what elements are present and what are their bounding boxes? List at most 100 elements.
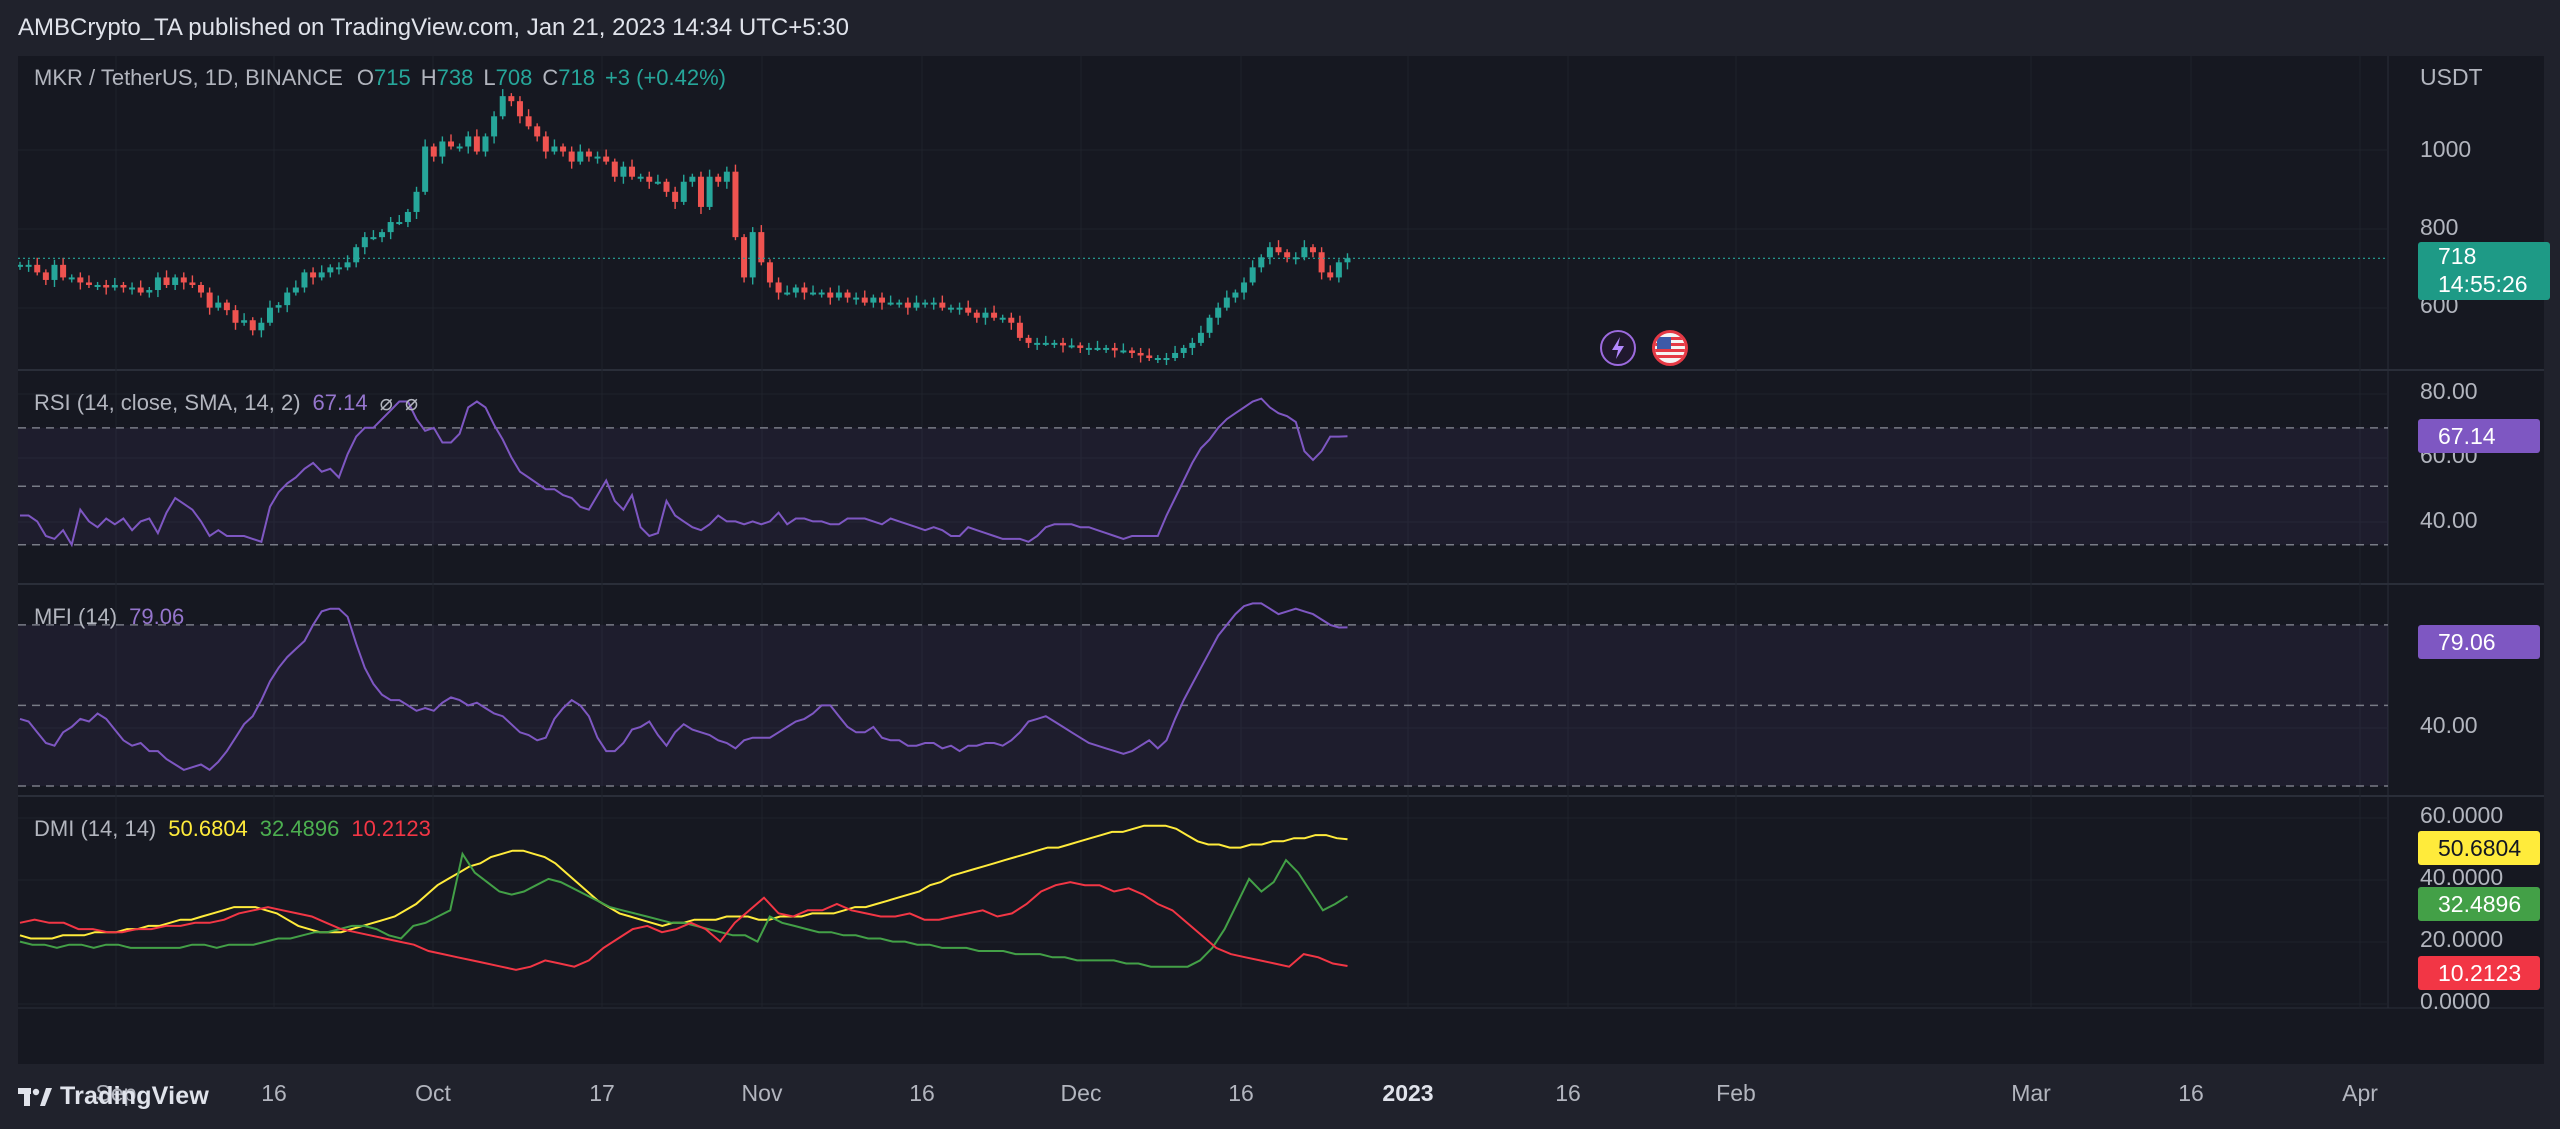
candle-body [1327,272,1334,278]
candle-body [551,146,558,152]
candle-body [680,181,687,202]
candle-body [1301,247,1308,258]
candle-body [275,305,282,308]
dmi-tick: 60.0000 [2420,802,2504,828]
candle-body [1258,257,1265,268]
candle-body [1241,282,1248,293]
candle-body [180,277,187,283]
candle-body [1310,247,1316,253]
hide-icon[interactable]: ⌀ [404,390,419,415]
candle-body [1275,247,1282,253]
candle-body [1163,358,1170,360]
candle-body [465,136,472,147]
close-label: C [542,65,559,90]
candle-body [516,101,523,117]
chart-svg[interactable] [18,56,2544,1064]
candle-body [663,181,670,192]
candle-body [904,302,911,308]
x-axis-label: Nov [741,1080,783,1106]
x-axis-label: 16 [1228,1080,1254,1106]
candle-body [249,320,256,331]
plus-di-value: 32.4896 [259,816,340,841]
rsi-title[interactable]: RSI (14, close, SMA, 14, 2) [34,390,301,415]
candle-body [947,307,954,310]
candle-body [1249,267,1256,283]
mfi-legend: MFI (14) 79.06 [34,604,184,630]
candle-body [1025,337,1032,343]
currency-label: USDT [2420,64,2483,90]
candle-body [439,141,446,157]
adx-value: 50.6804 [168,816,248,841]
dmi-title[interactable]: DMI (14, 14) [34,816,157,841]
candle-body [792,287,799,293]
candle-body [1215,307,1222,318]
candle-body [844,292,851,298]
candle-body [448,141,454,147]
tradingview-wordmark: TradingView [60,1082,210,1110]
candle-body [1111,347,1118,351]
tradingview-logo[interactable]: TradingView [18,1082,209,1111]
candle-body [1034,342,1041,345]
candle-body [930,302,937,305]
x-axis-label: 2023 [1382,1080,1434,1106]
candle-body [603,156,610,162]
candle-body [1120,350,1127,353]
candle-body [1094,347,1101,350]
rsi-line [20,397,1348,548]
candle-body [585,151,592,157]
candle-body [413,191,420,212]
close-value: 718 [558,65,595,90]
candle-body [430,146,437,157]
candle-body [1197,332,1204,343]
x-axis-label: 16 [1555,1080,1581,1106]
candle-body [284,292,291,306]
minus-di-value-tag: 10.2123 [2418,956,2540,990]
candle-body [51,264,58,280]
candle-body [827,292,834,298]
candle-body [646,176,653,182]
candle-body [154,277,161,291]
candle-body [103,284,110,288]
candle-body [335,267,342,270]
candle-body [292,287,299,293]
x-axis-label: Feb [1716,1080,1756,1106]
candle-body [818,292,825,295]
flash-event-icon[interactable] [1600,330,1636,366]
candle-body [310,272,317,278]
candle-body [379,232,386,238]
dmi-tick: 20.0000 [2420,926,2504,952]
candle-body [870,297,877,303]
candle-body [672,191,679,202]
candle-body [861,297,868,303]
candle-body [258,322,265,331]
x-axis-label: 16 [261,1080,287,1106]
open-value: 715 [374,65,411,90]
footer-bar: TradingView [0,1064,2560,1129]
mfi-title[interactable]: MFI (14) [34,604,118,629]
high-value: 738 [436,65,474,90]
candle-body [766,262,773,283]
candle-body [534,126,541,137]
candle-body [68,277,75,280]
candle-body [1085,347,1092,350]
hide-icon[interactable]: ⌀ [379,390,393,415]
candle-body [473,136,480,152]
dmi-legend: DMI (14, 14) 50.6804 32.4896 10.2123 [34,816,431,842]
candle-body [1103,347,1110,350]
price-legend: MKR / TetherUS, 1D, BINANCE O 715 H 738 … [34,65,726,91]
last-price-tag: 718 14:55:26 [2418,242,2550,300]
candle-body [396,222,403,225]
x-axis-label: 17 [589,1080,615,1106]
us-flag-event-icon[interactable] [1652,330,1688,366]
symbol-info[interactable]: MKR / TetherUS, 1D, BINANCE [34,65,343,90]
candle-body [525,116,532,127]
candle-body [163,277,170,285]
candle-body [732,171,739,238]
candle-body [922,302,929,305]
candle-body [956,307,963,310]
candle-body [620,166,627,177]
candle-body [387,222,394,233]
chart-canvas[interactable]: MKR / TetherUS, 1D, BINANCE O 715 H 738 … [18,56,2550,1106]
x-axis-label: 16 [2178,1080,2204,1106]
candle-body [560,146,567,152]
